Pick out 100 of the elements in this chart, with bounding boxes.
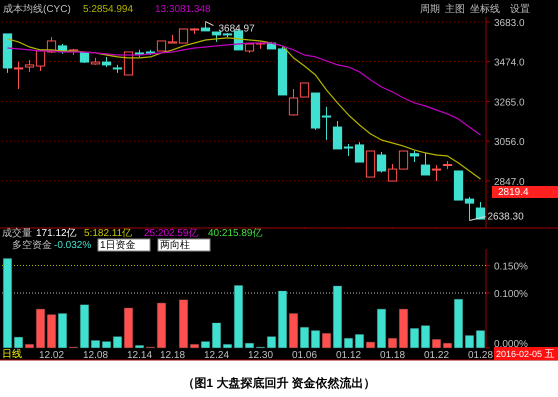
- y-tick-label: 3265.0: [494, 97, 526, 108]
- bar: [322, 332, 332, 348]
- bar: [442, 342, 452, 348]
- candlestick: [388, 163, 398, 182]
- candlestick: [354, 142, 364, 163]
- bar: [36, 308, 46, 348]
- x-tick-label: 12.18: [160, 350, 186, 361]
- chart-title: 成本均线(CYC): [3, 3, 71, 15]
- bar: [432, 338, 442, 348]
- bar: [24, 344, 34, 348]
- x-tick-label: 12.30: [248, 350, 274, 361]
- text: 5:2854.994: [83, 4, 134, 15]
- x-tick-label: 01.12: [336, 350, 362, 361]
- bar: [14, 336, 24, 348]
- bar: [134, 345, 144, 348]
- y-tick-label: 2847.0: [494, 176, 526, 188]
- text: 13:3081.348: [155, 4, 212, 15]
- bar: [46, 314, 56, 348]
- bar: [410, 328, 420, 348]
- annotation: 两向柱: [160, 239, 190, 251]
- text: 设置: [510, 3, 530, 15]
- y-tick-label: 3474.0: [494, 58, 526, 69]
- annotation: 171.12亿: [36, 228, 77, 239]
- candlestick: [14, 62, 24, 90]
- candlestick: [156, 40, 166, 52]
- candlestick: [288, 88, 298, 116]
- candlestick: [476, 201, 486, 220]
- bar: [420, 325, 430, 348]
- bar: [102, 341, 112, 348]
- x-tick-label: 12.24: [204, 350, 230, 361]
- y-tick-label: 3683.0: [494, 18, 526, 29]
- x-tick-label: 01.28: [468, 350, 494, 361]
- candlestick: [322, 106, 332, 140]
- bar: [288, 313, 298, 348]
- candlestick: [102, 56, 112, 68]
- bar: [156, 302, 166, 348]
- x-tick-label: 01.06: [292, 350, 318, 361]
- bar: [266, 336, 276, 348]
- x-tick-label: 01.22: [424, 350, 450, 361]
- bar: [200, 341, 210, 348]
- candlestick: [332, 120, 342, 150]
- annotation: 成交量: [2, 227, 32, 239]
- bar: [300, 326, 310, 348]
- bar: [332, 286, 342, 348]
- x-tick-label: 12.02: [38, 350, 64, 361]
- bar: [234, 285, 244, 348]
- text: 2638.30: [488, 212, 524, 223]
- y-tick-label: 0.100%: [494, 289, 528, 300]
- bar: [112, 336, 122, 348]
- annotation: -0.032%: [54, 240, 92, 251]
- bar: [398, 308, 408, 348]
- candlestick: [24, 59, 34, 72]
- candlestick: [178, 28, 188, 44]
- text: （图1 大盘探底回升 资金依然流出）: [182, 376, 376, 390]
- text: 坐标线: [470, 3, 500, 15]
- bar: [190, 344, 200, 348]
- bar: [388, 338, 398, 348]
- bar: [212, 322, 222, 348]
- annotation: 5:182.11亿: [84, 228, 132, 239]
- candlestick: [398, 150, 408, 170]
- bar: [90, 340, 100, 348]
- bar: [124, 308, 134, 348]
- bar: [58, 313, 68, 348]
- bar: [464, 335, 474, 348]
- bar: [244, 342, 254, 348]
- bar: [366, 342, 376, 348]
- candlestick: [410, 150, 420, 163]
- bar: [344, 338, 354, 348]
- y-tick-label: 3056.0: [494, 137, 526, 148]
- text: 2016-02-05 五: [496, 349, 555, 360]
- bar: [278, 290, 288, 348]
- bar: [354, 334, 364, 348]
- candlestick: [300, 82, 310, 98]
- text: 周期: [420, 3, 440, 15]
- text: 2819.4: [498, 187, 530, 198]
- candlestick: [420, 152, 430, 176]
- bar: [476, 330, 486, 348]
- bar: [80, 304, 90, 348]
- annotation: 40:215.89亿: [208, 228, 262, 239]
- candlestick: [464, 196, 474, 222]
- bar: [222, 344, 232, 348]
- candlestick: [212, 32, 222, 42]
- y-tick-label: 0.000%: [494, 339, 528, 350]
- y-tick-label: 0.150%: [494, 262, 528, 272]
- annotation: 1日资金: [100, 239, 136, 251]
- annotation: 多空资金: [12, 239, 52, 251]
- bar: [454, 298, 464, 348]
- annotation: 3684.97: [218, 24, 256, 35]
- bar: [310, 330, 320, 348]
- bar: [178, 299, 188, 348]
- annotation: 25:202.59亿: [144, 228, 198, 239]
- bar: [2, 258, 12, 348]
- x-tick-label: 12.08: [82, 350, 108, 361]
- text: 主图: [445, 3, 465, 15]
- candlestick: [376, 151, 386, 173]
- bar: [376, 308, 386, 348]
- x-tick-label: 12.14: [126, 350, 152, 361]
- text: 日线: [2, 348, 22, 360]
- candlestick: [344, 143, 354, 156]
- x-tick-label: 01.18: [380, 350, 406, 361]
